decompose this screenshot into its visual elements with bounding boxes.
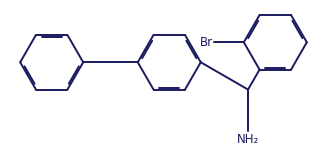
Text: NH₂: NH₂: [237, 133, 259, 146]
Text: Br: Br: [200, 36, 213, 49]
